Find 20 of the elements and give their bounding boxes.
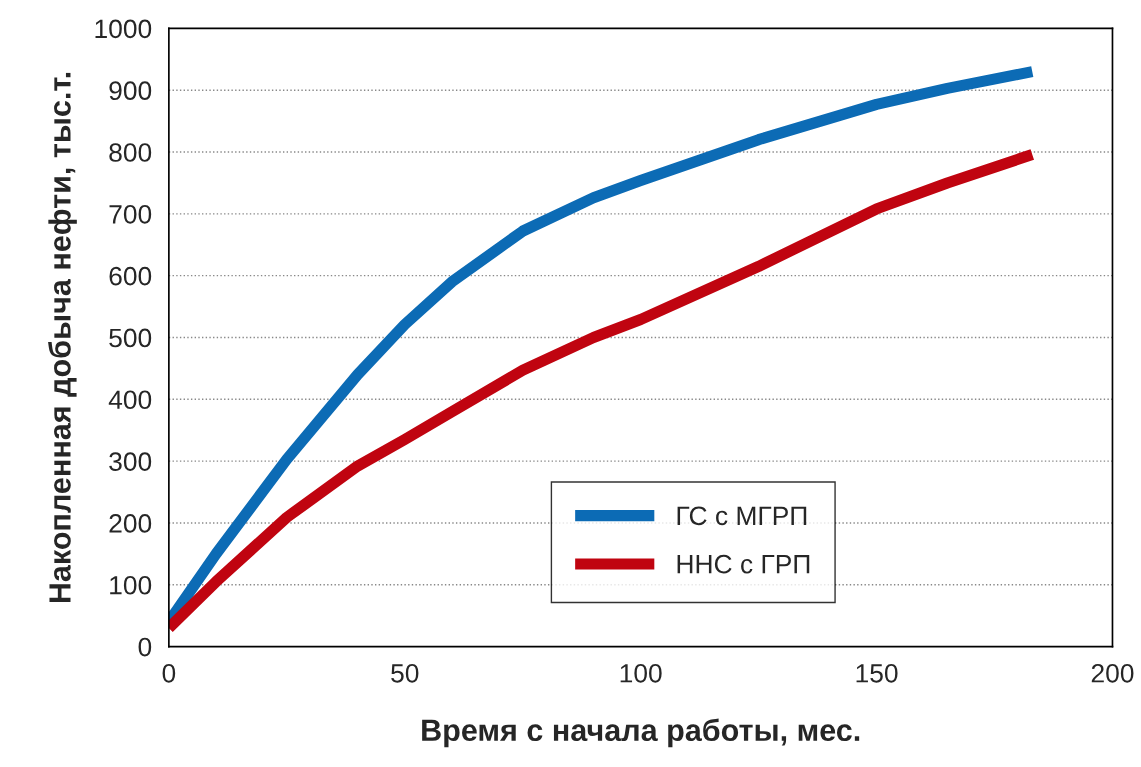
y-tick-label: 500 (109, 328, 152, 348)
y-tick-label: 700 (109, 204, 152, 224)
x-tick-label: 150 (856, 663, 898, 683)
y-tick-label: 300 (109, 452, 152, 471)
y-tick-label: 200 (109, 514, 152, 533)
x-tick-label: 0 (162, 663, 176, 683)
x-tick-label: 100 (620, 663, 662, 683)
y-tick-label: 1000 (95, 19, 152, 39)
y-tick-label: 100 (110, 575, 152, 595)
y-tick-label: 800 (109, 143, 152, 162)
legend-label: ННС с ГРП (677, 554, 810, 574)
y-tick-label: 600 (109, 266, 152, 286)
x-tick-label: 200 (1091, 663, 1134, 683)
legend-label: ГС с МГРП (677, 506, 807, 526)
x-tick-label: 50 (391, 663, 419, 683)
y-tick-label: 0 (138, 637, 152, 657)
x-axis-title: Время с начала работы, мес. (422, 718, 860, 748)
y-axis-title: Накопленная добыча нефти, тыс.т. (48, 72, 77, 603)
y-tick-label: 400 (108, 390, 152, 410)
y-tick-label: 900 (109, 81, 152, 101)
